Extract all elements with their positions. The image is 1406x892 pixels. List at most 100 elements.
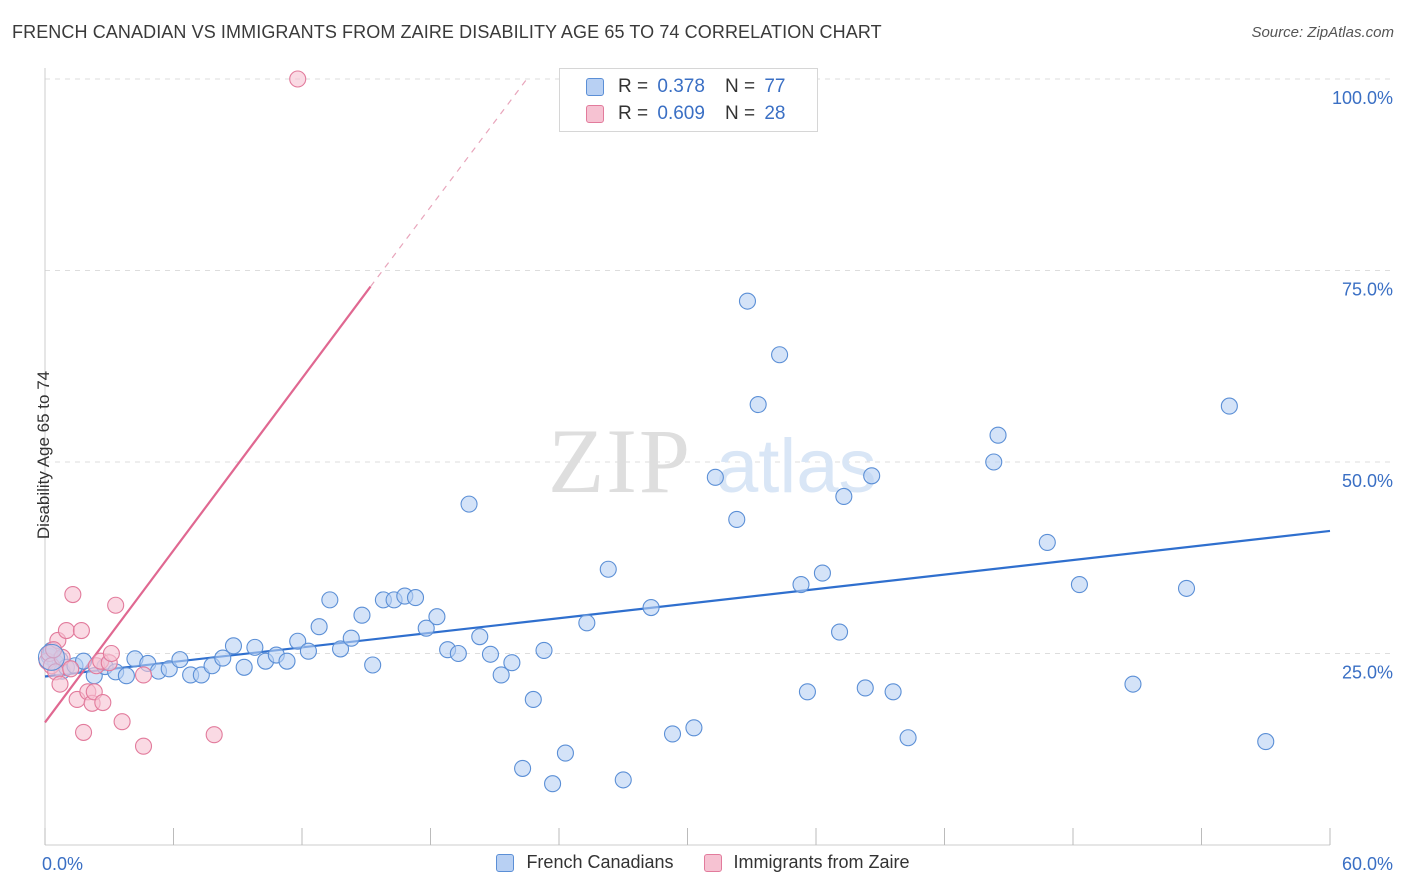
zaire-point	[107, 596, 125, 614]
french-canadians-point	[728, 510, 746, 529]
n-value: 77	[764, 76, 786, 97]
r-value: 0.609	[657, 103, 705, 124]
zaire-point	[134, 666, 153, 684]
legend-label: French Canadians	[526, 852, 674, 872]
zaire-trend-line	[44, 285, 372, 724]
french-canadians-point	[738, 292, 757, 310]
french-canadians-point	[235, 658, 253, 676]
chart-title: FRENCH CANADIAN VS IMMIGRANTS FROM ZAIRE…	[12, 22, 882, 42]
legend-item-immigrants-from-zaire[interactable]: Immigrants from Zaire	[703, 852, 910, 873]
blue-swatch	[496, 853, 515, 872]
blue-swatch	[586, 78, 604, 96]
legend-label: Immigrants from Zaire	[733, 852, 910, 872]
pink-swatch	[586, 105, 604, 123]
pink-swatch	[703, 853, 722, 872]
french-canadians-point	[831, 623, 849, 641]
french-canadians-point	[1220, 397, 1238, 415]
french-canadians-point	[364, 656, 382, 674]
zaire-point	[102, 644, 120, 663]
zaire-point	[113, 713, 131, 731]
gridlines	[45, 78, 1395, 654]
watermark-atlas: atlas	[716, 424, 877, 509]
french-canadians-point	[117, 667, 135, 685]
french-canadians-point	[813, 564, 831, 582]
zaire-point	[289, 70, 307, 88]
french-canadians-point	[749, 395, 767, 414]
watermark: ZIP atlas	[548, 410, 877, 512]
correlation-legend: R = 0.378 N = 77 R = 0.609 N = 28	[559, 68, 818, 132]
y-tick-label: 50.0%	[1342, 471, 1393, 491]
zaire-point	[62, 660, 80, 678]
french-canadians-point	[214, 649, 232, 667]
y-tick-label: 25.0%	[1342, 663, 1393, 683]
french-canadians-point	[599, 560, 617, 578]
french-canadians-point	[460, 495, 478, 513]
n-label: N =	[724, 76, 756, 97]
french-canadians-point	[406, 589, 425, 607]
french-canadians-point	[428, 608, 446, 626]
french-canadians-point	[706, 468, 724, 486]
french-canadians-point	[1177, 579, 1196, 597]
french-canadians-point	[685, 719, 703, 737]
x-tick-label: 0.0%	[42, 854, 83, 874]
legend-row-immigrants-from-zaire: R = 0.609 N = 28	[586, 102, 785, 126]
legend-row-french-canadians: R = 0.378 N = 77	[586, 75, 785, 99]
french-canadians-point	[299, 642, 317, 660]
french-canadians-point	[449, 644, 467, 663]
x-tick-label: 60.0%	[1342, 854, 1393, 874]
y-tick-label: 100.0%	[1332, 88, 1393, 108]
french-canadians-point	[310, 618, 328, 636]
data-points	[37, 70, 1275, 793]
french-canadians-point	[544, 775, 562, 793]
french-canadians-point	[492, 666, 510, 684]
french-canadians-point	[899, 729, 917, 747]
french-canadians-cluster	[37, 643, 65, 671]
n-value: 28	[764, 103, 786, 124]
french-canadians-point	[798, 683, 816, 701]
french-canadians-point	[989, 426, 1007, 444]
zaire-point	[205, 726, 223, 744]
french-canadians-point	[289, 632, 307, 650]
zaire-point	[57, 621, 75, 640]
french-canadians-point	[535, 641, 553, 659]
french-canadians-point	[224, 637, 243, 655]
french-canadians-point	[471, 628, 489, 646]
french-canadians-point	[556, 744, 574, 762]
french-canadians-point	[663, 725, 682, 743]
french-canadians-point	[771, 346, 789, 364]
watermark-zip: ZIP	[548, 410, 692, 512]
french-canadians-point	[792, 576, 810, 594]
french-canadians-point	[863, 467, 881, 485]
french-canadians-point	[481, 645, 500, 663]
french-canadians-point	[1257, 733, 1275, 751]
french-canadians-point	[642, 598, 660, 617]
series-legend: French Canadians Immigrants from Zaire	[0, 852, 1406, 873]
french-canadians-point	[342, 629, 360, 647]
french-canadians-point	[321, 591, 339, 609]
french-canadians-point	[503, 654, 521, 672]
zaire-point	[51, 675, 69, 693]
french-canadians-point	[417, 619, 435, 637]
french-canadians-point	[856, 679, 874, 697]
zaire-point	[64, 585, 82, 604]
french-canadians-point	[353, 606, 371, 624]
french-canadians-point	[246, 638, 264, 656]
r-label: R =	[618, 76, 649, 97]
zaire-point	[94, 693, 112, 712]
legend-item-french-canadians[interactable]: French Canadians	[496, 852, 674, 873]
axes	[44, 68, 1331, 846]
french-canadians-point	[835, 487, 853, 506]
zaire-point	[134, 737, 153, 755]
french-canadians-point	[331, 640, 350, 658]
french-canadians-point	[524, 690, 542, 709]
french-canadians-point	[1124, 675, 1142, 693]
zaire-trend-extension	[370, 78, 528, 287]
french-canadians-point	[578, 614, 596, 632]
r-label: R =	[618, 103, 649, 124]
french-canadians-point	[1038, 533, 1056, 551]
french-canadians-point	[1070, 576, 1088, 594]
n-label: N =	[724, 103, 756, 124]
french-canadians-point	[985, 453, 1003, 471]
y-axis-label: Disability Age 65 to 74	[34, 370, 53, 540]
